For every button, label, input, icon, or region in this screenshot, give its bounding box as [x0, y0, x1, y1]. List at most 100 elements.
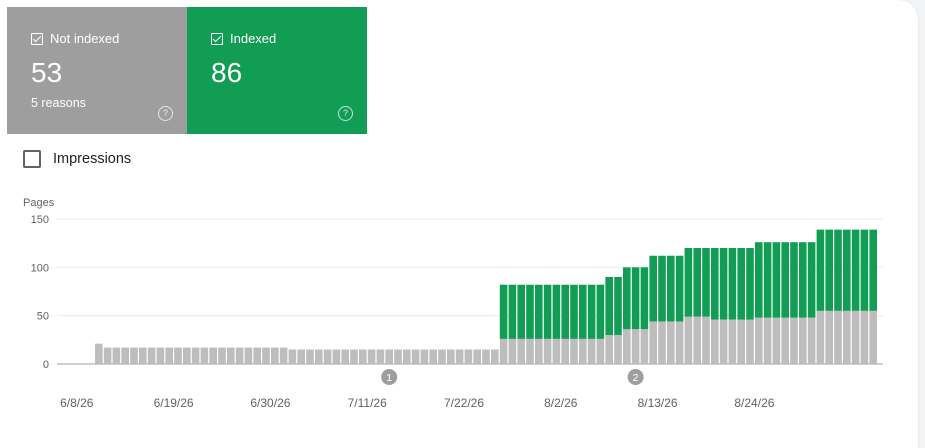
bar-not-indexed[interactable] [385, 349, 393, 365]
bar-not-indexed[interactable] [587, 338, 596, 364]
bar-not-indexed[interactable] [623, 329, 631, 364]
bar-not-indexed[interactable] [543, 338, 552, 364]
bar-not-indexed[interactable] [843, 310, 851, 364]
bar-not-indexed[interactable] [561, 338, 569, 364]
bar-indexed[interactable] [526, 284, 534, 339]
bar-indexed[interactable] [631, 267, 640, 330]
bar-indexed[interactable] [825, 229, 833, 311]
bar-indexed[interactable] [834, 229, 842, 311]
bar-not-indexed[interactable] [781, 317, 789, 364]
bar-not-indexed[interactable] [763, 317, 772, 364]
bar-not-indexed[interactable] [95, 343, 103, 364]
bar-indexed[interactable] [790, 242, 798, 318]
checkbox-checked-icon[interactable] [211, 32, 223, 45]
bar-not-indexed[interactable] [244, 347, 253, 364]
bar-indexed[interactable] [781, 242, 789, 318]
bar-indexed[interactable] [860, 229, 869, 311]
bar-not-indexed[interactable] [570, 338, 578, 364]
bar-not-indexed[interactable] [552, 338, 561, 364]
bar-not-indexed[interactable] [614, 335, 622, 364]
bar-not-indexed[interactable] [359, 349, 367, 365]
checkbox-checked-icon[interactable] [31, 32, 43, 45]
bar-not-indexed[interactable] [711, 319, 719, 364]
not-indexed-tile[interactable]: Not indexed 53 5 reasons ? [7, 7, 187, 134]
bar-indexed[interactable] [658, 255, 666, 322]
bar-indexed[interactable] [702, 248, 710, 317]
bar-not-indexed[interactable] [183, 347, 191, 364]
bar-not-indexed[interactable] [746, 319, 754, 364]
bar-not-indexed[interactable] [535, 338, 543, 364]
bar-indexed[interactable] [711, 248, 719, 320]
bar-indexed[interactable] [869, 229, 877, 311]
bar-not-indexed[interactable] [728, 319, 737, 364]
bar-indexed[interactable] [508, 284, 517, 339]
bar-indexed[interactable] [843, 229, 851, 311]
bar-not-indexed[interactable] [790, 317, 798, 364]
bar-not-indexed[interactable] [596, 338, 605, 364]
bar-not-indexed[interactable] [447, 349, 455, 365]
bar-not-indexed[interactable] [851, 310, 860, 364]
bar-indexed[interactable] [675, 255, 684, 322]
bar-not-indexed[interactable] [288, 349, 297, 365]
bar-indexed[interactable] [614, 277, 622, 335]
bar-indexed[interactable] [737, 248, 745, 320]
bar-not-indexed[interactable] [737, 319, 745, 364]
bar-not-indexed[interactable] [306, 349, 314, 365]
bar-not-indexed[interactable] [279, 347, 288, 364]
bar-not-indexed[interactable] [139, 347, 147, 364]
bar-not-indexed[interactable] [367, 349, 376, 365]
bar-not-indexed[interactable] [640, 329, 649, 364]
bar-not-indexed[interactable] [403, 349, 411, 365]
bar-indexed[interactable] [816, 229, 825, 311]
bar-indexed[interactable] [499, 284, 508, 339]
bar-not-indexed[interactable] [464, 349, 473, 365]
indexed-tile[interactable]: Indexed 86 ? [187, 7, 367, 134]
bar-not-indexed[interactable] [526, 338, 534, 364]
bar-not-indexed[interactable] [420, 349, 429, 365]
bar-not-indexed[interactable] [869, 310, 877, 364]
bar-not-indexed[interactable] [491, 349, 499, 365]
bar-not-indexed[interactable] [667, 321, 675, 364]
bar-not-indexed[interactable] [684, 316, 693, 364]
help-icon[interactable]: ? [338, 106, 353, 121]
bar-indexed[interactable] [684, 248, 693, 317]
bar-not-indexed[interactable] [631, 329, 640, 364]
help-icon[interactable]: ? [158, 106, 173, 121]
bar-not-indexed[interactable] [702, 316, 710, 364]
bar-indexed[interactable] [807, 242, 816, 318]
bar-not-indexed[interactable] [235, 347, 244, 364]
bar-indexed[interactable] [517, 284, 525, 339]
bar-indexed[interactable] [763, 242, 772, 318]
bar-not-indexed[interactable] [517, 338, 525, 364]
bar-not-indexed[interactable] [103, 347, 112, 364]
bar-not-indexed[interactable] [411, 349, 420, 365]
bar-not-indexed[interactable] [147, 347, 156, 364]
bar-indexed[interactable] [693, 248, 701, 317]
bar-not-indexed[interactable] [508, 338, 517, 364]
checkbox-unchecked-icon[interactable] [23, 150, 41, 168]
bar-not-indexed[interactable] [341, 349, 349, 365]
bar-indexed[interactable] [851, 229, 860, 311]
bar-not-indexed[interactable] [253, 347, 261, 364]
bar-indexed[interactable] [746, 248, 754, 320]
bar-indexed[interactable] [543, 284, 552, 339]
impressions-toggle[interactable]: Impressions [23, 150, 131, 168]
bar-not-indexed[interactable] [825, 310, 833, 364]
bar-indexed[interactable] [728, 248, 737, 320]
bar-not-indexed[interactable] [860, 310, 869, 364]
bar-not-indexed[interactable] [649, 321, 657, 364]
bar-not-indexed[interactable] [605, 335, 613, 364]
bar-not-indexed[interactable] [693, 316, 701, 364]
bar-indexed[interactable] [623, 267, 631, 330]
bar-indexed[interactable] [596, 284, 605, 339]
bar-not-indexed[interactable] [130, 347, 138, 364]
bar-not-indexed[interactable] [816, 310, 825, 364]
bar-indexed[interactable] [605, 277, 613, 335]
bar-not-indexed[interactable] [262, 347, 270, 364]
bar-indexed[interactable] [755, 242, 763, 318]
bar-not-indexed[interactable] [772, 317, 781, 364]
bar-not-indexed[interactable] [482, 349, 490, 365]
bar-indexed[interactable] [552, 284, 561, 339]
bar-indexed[interactable] [667, 255, 675, 322]
bar-indexed[interactable] [579, 284, 587, 339]
